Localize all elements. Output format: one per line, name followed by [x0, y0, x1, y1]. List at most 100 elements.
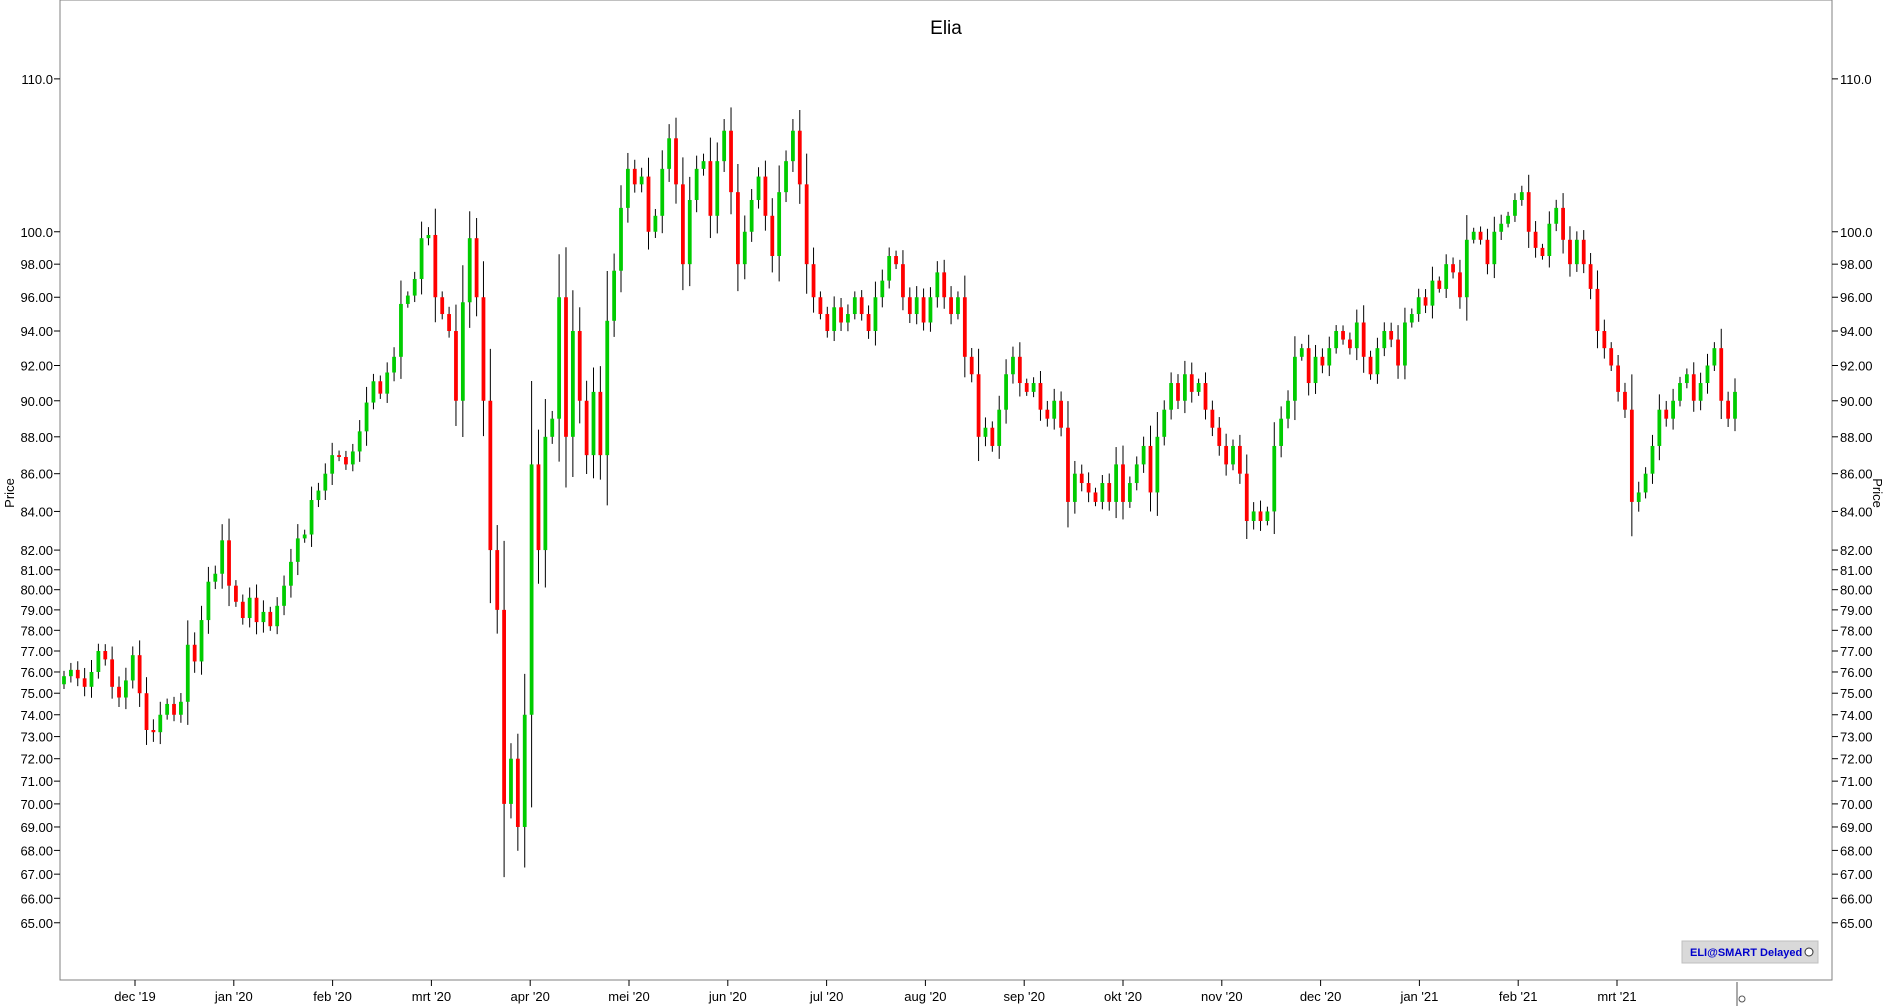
candle-body	[1471, 231, 1476, 240]
y-tick-label-right: 92.00	[1840, 359, 1873, 374]
candle-body	[1519, 192, 1524, 200]
candle-body	[1114, 464, 1119, 502]
candle-body	[894, 256, 898, 265]
candle-body	[1595, 288, 1600, 332]
candle-body	[1004, 374, 1008, 410]
scroll-marker-dot	[1738, 995, 1746, 1003]
y-tick-label-left: 79.00	[20, 603, 53, 618]
scroll-marker-icon[interactable]	[1736, 982, 1746, 1006]
y-tick-label-left: 100.0	[20, 225, 53, 240]
y-tick-label-left: 77.00	[20, 644, 53, 659]
axis-ticks: 65.00 65.00 66.00 66.00 67.00 67.00 68.00 68.00…	[20, 72, 1872, 1004]
candle-body	[240, 601, 245, 619]
y-tick-label-right: 94.00	[1840, 324, 1873, 339]
candle-body	[137, 655, 142, 694]
candle-body	[123, 680, 128, 698]
candle-body	[1403, 322, 1407, 366]
candle-body	[1086, 483, 1091, 493]
candle-body	[1458, 272, 1462, 298]
candle-body	[784, 161, 788, 193]
x-tick-label: sep '20	[1003, 989, 1045, 1004]
candle-body	[1478, 231, 1483, 240]
y-tick-label-right: 90.00	[1840, 394, 1873, 409]
candle-body	[1602, 331, 1607, 349]
candle-body	[1513, 199, 1517, 216]
candle-body	[82, 678, 87, 687]
candle-body	[701, 161, 706, 169]
candle-body	[1368, 356, 1373, 375]
y-tick-label-left: 76.00	[20, 665, 53, 680]
candle-body	[612, 270, 617, 321]
candle-body	[1382, 331, 1387, 349]
badge-status-icon	[1804, 947, 1814, 957]
candle-body	[1045, 409, 1050, 419]
x-tick-label: feb '20	[313, 989, 352, 1004]
candle-body	[1100, 483, 1105, 502]
y-tick-label-left: 86.00	[20, 467, 53, 482]
candle-body	[405, 295, 410, 304]
candle-body	[997, 409, 1002, 446]
candle-body	[323, 473, 328, 491]
y-tick-label-left: 69.00	[20, 820, 53, 835]
candle-body	[1733, 391, 1737, 419]
candle-body	[1568, 239, 1572, 265]
y-tick-label-right: 67.00	[1840, 867, 1873, 882]
candle-body	[1320, 356, 1325, 366]
candle-body	[632, 168, 637, 185]
candle-body	[866, 314, 871, 332]
y-tick-label-right: 71.00	[1840, 774, 1873, 789]
candle-body	[736, 192, 740, 265]
candle-body	[1464, 239, 1469, 298]
candle-body	[859, 297, 864, 315]
data-source-badge: ELI@SMART Delayed	[1681, 940, 1819, 964]
y-axis-title-left: Price	[2, 478, 17, 508]
candle-body	[234, 585, 238, 602]
candle-body	[536, 464, 541, 551]
candle-body	[605, 320, 610, 456]
x-tick-label: dec '19	[114, 989, 156, 1004]
candle-body	[1121, 464, 1125, 502]
candle-body	[1705, 365, 1710, 384]
candle-body	[254, 597, 259, 623]
candle-body	[667, 138, 672, 169]
candle-body	[165, 703, 170, 715]
y-tick-label-left: 72.00	[20, 752, 53, 767]
y-tick-label-left: 88.00	[20, 430, 53, 445]
y-tick-label-left: 98.00	[20, 257, 53, 272]
candle-body	[1540, 247, 1545, 257]
y-tick-label-left: 67.00	[20, 867, 53, 882]
y-tick-label-left: 75.00	[20, 686, 53, 701]
y-tick-label-left: 66.00	[20, 891, 53, 906]
candle-body	[117, 686, 121, 698]
candle-body	[1726, 400, 1731, 419]
y-tick-label-left: 110.0	[21, 72, 53, 87]
candle-body	[1196, 383, 1201, 392]
candle-body	[949, 297, 953, 315]
y-tick-label-left: 80.00	[20, 583, 53, 598]
candle-body	[103, 651, 108, 660]
candle-body	[96, 651, 101, 672]
candle-body	[976, 374, 981, 437]
candle-body	[1272, 445, 1277, 512]
candle-body	[378, 381, 383, 394]
candle-body	[1293, 356, 1297, 401]
candle-body	[1313, 356, 1318, 384]
y-tick-label-right: 66.00	[1840, 891, 1873, 906]
candle-body	[227, 540, 231, 586]
y-tick-label-right: 72.00	[1840, 752, 1873, 767]
candle-body	[1375, 348, 1380, 375]
candle-body	[1430, 280, 1435, 306]
candle-body	[1148, 445, 1153, 493]
candle-body	[962, 297, 967, 357]
badge-background	[1681, 940, 1819, 964]
candle-body	[495, 550, 500, 610]
y-tick-label-left: 84.00	[20, 504, 53, 519]
candle-body	[1031, 383, 1036, 392]
candle-body	[1684, 374, 1689, 384]
y-tick-label-left: 74.00	[20, 708, 53, 723]
candle-body	[144, 693, 149, 731]
y-tick-label-right: 69.00	[1840, 820, 1873, 835]
y-tick-label-right: 78.00	[1840, 623, 1873, 638]
candle-body	[1237, 445, 1242, 474]
